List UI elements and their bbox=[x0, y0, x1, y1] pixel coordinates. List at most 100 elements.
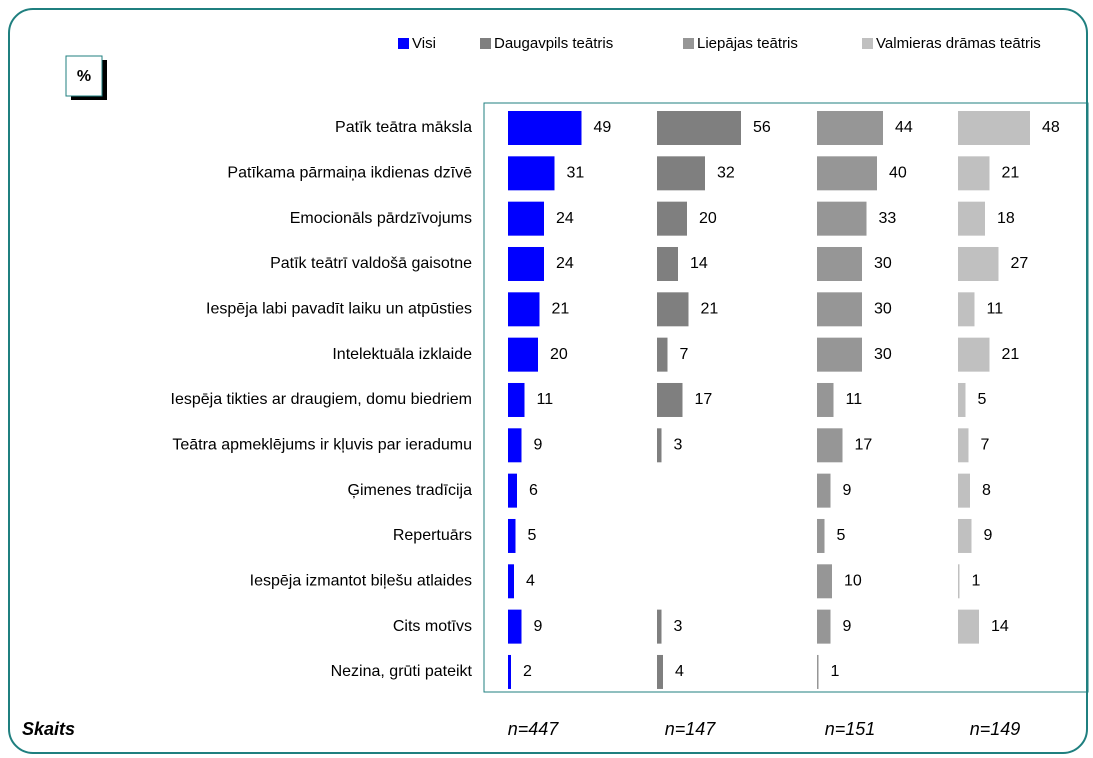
bar bbox=[817, 292, 862, 327]
bar bbox=[657, 654, 663, 689]
value-label: 32 bbox=[717, 165, 735, 182]
legend-label: Liepājas teātris bbox=[697, 35, 798, 52]
value-label: 4 bbox=[675, 663, 684, 680]
value-label: 6 bbox=[529, 482, 538, 499]
bar bbox=[817, 156, 877, 191]
bar bbox=[508, 428, 522, 463]
value-label: 20 bbox=[550, 346, 568, 363]
value-label: 30 bbox=[874, 301, 892, 318]
bar bbox=[657, 609, 662, 644]
bar bbox=[657, 337, 668, 372]
value-label: 56 bbox=[753, 119, 771, 136]
value-label: 24 bbox=[556, 255, 574, 272]
bar bbox=[657, 111, 741, 145]
bar bbox=[958, 609, 979, 644]
bar bbox=[657, 428, 662, 463]
value-label: 21 bbox=[1002, 346, 1020, 363]
bar bbox=[508, 654, 511, 689]
bar bbox=[817, 473, 831, 508]
bar bbox=[657, 156, 705, 191]
bar bbox=[657, 246, 678, 281]
category-label: Patīk teātrī valdošā gaisotne bbox=[270, 255, 472, 272]
value-label: 5 bbox=[528, 527, 537, 544]
legend-swatch bbox=[862, 38, 873, 49]
bar bbox=[508, 382, 525, 417]
category-label: Ģimenes tradīcija bbox=[348, 482, 473, 499]
bar bbox=[958, 246, 999, 281]
category-label: Nezina, grūti pateikt bbox=[331, 663, 473, 680]
legend-swatch bbox=[683, 38, 694, 49]
value-label: 48 bbox=[1042, 119, 1060, 136]
bar bbox=[817, 111, 883, 145]
value-label: 1 bbox=[972, 573, 981, 590]
value-label: 3 bbox=[674, 618, 683, 635]
legend-swatch bbox=[398, 38, 409, 49]
legend-swatch bbox=[480, 38, 491, 49]
value-label: 24 bbox=[556, 210, 574, 227]
frame bbox=[8, 8, 1088, 754]
value-label: 21 bbox=[552, 301, 570, 318]
category-label: Iespēja labi pavadīt laiku un atpūsties bbox=[206, 301, 472, 318]
bar bbox=[958, 518, 972, 553]
bar bbox=[508, 473, 517, 508]
value-label: 9 bbox=[984, 527, 993, 544]
bar bbox=[817, 337, 862, 372]
value-label: 1 bbox=[831, 663, 840, 680]
category-label: Intelektuāla izklaide bbox=[332, 346, 472, 363]
bar bbox=[508, 609, 522, 644]
sample-size: n=147 bbox=[665, 719, 717, 739]
plot-area bbox=[483, 102, 1089, 693]
unit-box bbox=[65, 55, 103, 97]
value-label: 3 bbox=[674, 437, 683, 454]
bar bbox=[817, 609, 831, 644]
value-label: 17 bbox=[695, 391, 713, 408]
bar bbox=[958, 201, 985, 236]
bar bbox=[508, 201, 544, 236]
category-label: Repertuārs bbox=[393, 527, 472, 544]
value-label: 2 bbox=[523, 663, 532, 680]
value-label: 8 bbox=[982, 482, 991, 499]
bar bbox=[817, 382, 834, 417]
value-label: 14 bbox=[690, 255, 708, 272]
sample-size: n=151 bbox=[825, 719, 876, 739]
bar bbox=[508, 292, 540, 327]
category-label: Cits motīvs bbox=[393, 618, 472, 635]
bar bbox=[958, 428, 969, 463]
value-label: 33 bbox=[879, 210, 897, 227]
value-label: 21 bbox=[701, 301, 719, 318]
category-label: Patīkama pārmaiņa ikdienas dzīvē bbox=[227, 165, 472, 182]
bar bbox=[958, 111, 1030, 145]
value-label: 18 bbox=[997, 210, 1015, 227]
bar bbox=[657, 201, 687, 236]
bar bbox=[657, 292, 689, 327]
bar bbox=[508, 518, 516, 553]
value-label: 14 bbox=[991, 618, 1009, 635]
sample-label: Skaits bbox=[22, 719, 75, 739]
value-label: 11 bbox=[846, 391, 863, 408]
value-label: 30 bbox=[874, 346, 892, 363]
value-label: 7 bbox=[981, 437, 990, 454]
value-label: 5 bbox=[837, 527, 846, 544]
category-label: Patīk teātra māksla bbox=[335, 119, 472, 136]
sample-size: n=149 bbox=[970, 719, 1021, 739]
category-label: Iespēja tikties ar draugiem, domu biedri… bbox=[171, 391, 472, 408]
value-label: 31 bbox=[567, 165, 585, 182]
bar bbox=[817, 201, 867, 236]
bar bbox=[958, 337, 990, 372]
category-label: Teātra apmeklējums ir kļuvis par ieradum… bbox=[172, 437, 472, 454]
bar bbox=[817, 246, 862, 281]
value-label: 44 bbox=[895, 119, 913, 136]
value-label: 10 bbox=[844, 573, 862, 590]
value-label: 9 bbox=[534, 437, 543, 454]
value-label: 30 bbox=[874, 255, 892, 272]
bar bbox=[508, 156, 555, 191]
value-label: 5 bbox=[978, 391, 987, 408]
bar bbox=[817, 654, 819, 689]
legend-label: Visi bbox=[412, 35, 436, 52]
value-label: 17 bbox=[855, 437, 873, 454]
legend-label: Daugavpils teātris bbox=[494, 35, 613, 52]
bar bbox=[817, 428, 843, 463]
value-label: 11 bbox=[537, 391, 554, 408]
bar bbox=[958, 292, 975, 327]
